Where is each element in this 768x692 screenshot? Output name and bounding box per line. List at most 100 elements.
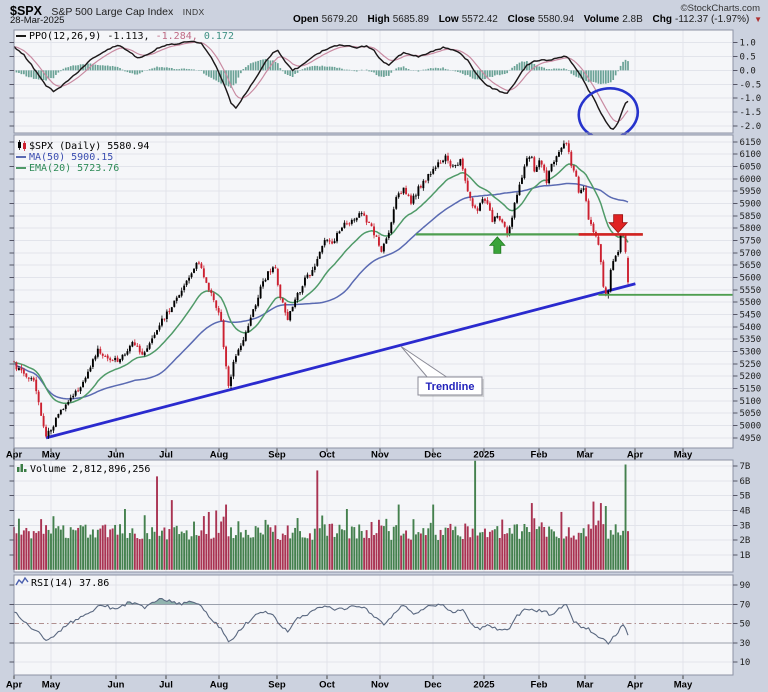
svg-text:Mar: Mar [577,680,594,691]
svg-text:6050: 6050 [740,163,762,173]
chg-value: -112.37 (-1.97%) [675,14,750,25]
svg-text:5450: 5450 [740,311,762,321]
up-arrow-annotation[interactable] [488,236,506,254]
svg-text:Oct: Oct [319,680,336,691]
ticker-symbol: $SPX [10,4,42,18]
title-row: $SPX S&P 500 Large Cap Index INDX [10,2,205,20]
high-value: 5685.89 [392,14,429,25]
svg-text:Mar: Mar [577,450,594,461]
ppo-legend: PPO(12,26,9) -1.113, -1.284, 0.172 [16,31,234,42]
volume-bars-icon [17,464,27,472]
svg-text:Apr: Apr [6,450,23,461]
svg-text:Sep: Sep [268,450,286,461]
svg-text:5900: 5900 [740,200,762,210]
svg-text:6000: 6000 [740,175,762,185]
svg-text:5800: 5800 [740,224,762,234]
svg-text:Sep: Sep [268,680,286,691]
svg-text:Apr: Apr [627,450,644,461]
open-label: Open [293,14,319,25]
trendline-annotation[interactable] [45,282,636,440]
svg-text:PPO(12,26,9): PPO(12,26,9) [29,31,101,42]
svg-text:4B: 4B [740,506,751,516]
svg-text:Nov: Nov [371,680,390,691]
svg-text:-1.5: -1.5 [740,108,762,118]
svg-text:Jul: Jul [159,450,173,461]
chg-down-triangle-icon[interactable]: ▼ [754,15,762,24]
svg-text:Oct: Oct [319,450,336,461]
low-label: Low [438,14,459,25]
candlestick-icon [18,140,26,151]
svg-text:Volume 2,812,896,256: Volume 2,812,896,256 [30,464,150,475]
svg-text:6150: 6150 [740,138,762,148]
svg-text:5400: 5400 [740,323,762,333]
svg-text:Apr: Apr [627,680,644,691]
svg-text:Feb: Feb [531,450,548,461]
svg-text:30: 30 [740,639,751,649]
svg-text:5300: 5300 [740,348,762,358]
svg-text:May: May [674,680,693,691]
svg-text:$SPX (Daily) 5580.94: $SPX (Daily) 5580.94 [29,141,149,152]
trendline-label: Trendline [426,381,475,393]
svg-text:5250: 5250 [740,360,762,370]
down-arrow-annotation[interactable] [608,214,629,234]
svg-text:2025: 2025 [473,450,495,461]
svg-text:May: May [42,450,61,461]
svg-text:Dec: Dec [424,450,441,461]
ema20-line [13,163,629,405]
svg-text:5750: 5750 [740,237,762,247]
rsi-line [13,597,629,645]
svg-text:5650: 5650 [740,261,762,271]
chart-header: $SPX S&P 500 Large Cap Index INDX ©Stock… [0,0,768,28]
svg-text:5950: 5950 [740,187,762,197]
svg-text:Jun: Jun [108,680,125,691]
xaxis-labels-bottom: Apr May Jun Jul Aug Sep Oct Nov Dec 2025 Feb Mar Apr… [6,675,693,691]
rsi-zigzag-icon [15,576,29,586]
close-value: 5580.94 [537,14,575,25]
svg-text:5100: 5100 [740,397,762,407]
svg-text:Jul: Jul [159,680,173,691]
svg-text:1B: 1B [740,551,751,561]
svg-text:May: May [42,680,61,691]
svg-text:May: May [674,450,693,461]
trendline-callout[interactable]: Trendline [400,346,484,397]
svg-text:5350: 5350 [740,335,762,345]
rsi-legend: RSI(14) 37.86 [15,576,109,589]
high-label: High [367,14,390,25]
svg-text:70: 70 [740,600,751,610]
rsi-panel: 90 70 50 30 10 RSI(14) 37.86 [9,574,751,676]
svg-text:90: 90 [740,581,751,591]
svg-text:6100: 6100 [740,150,762,160]
svg-text:RSI(14) 37.86: RSI(14) 37.86 [31,578,109,589]
stockcharts-credit: ©StockCharts.com [680,3,760,14]
svg-text:7B: 7B [740,462,751,472]
ohlc-quote-line: Open 5679.20 High 5685.89 Low 5572.42 Close… [286,14,762,25]
svg-text:5850: 5850 [740,212,762,222]
svg-text:Nov: Nov [371,450,390,461]
open-value: 5679.20 [321,14,358,25]
svg-text:5550: 5550 [740,286,762,296]
svg-text:-2.0: -2.0 [740,122,762,132]
candlesticks [13,140,629,439]
svg-text:Apr: Apr [6,680,23,691]
svg-text:10: 10 [740,658,751,668]
svg-text:2025: 2025 [473,680,495,691]
svg-text:5150: 5150 [740,385,762,395]
svg-text:Feb: Feb [531,680,548,691]
rsi-overbought-fill [126,598,439,605]
chart-canvas: 1.0 0.5 0.0 -0.5 -1.0 -1.5 -2.0 PPO(12,26,9) -1… [0,28,768,692]
exchange-tag: INDX [182,7,205,17]
low-value: 5572.42 [461,14,498,25]
svg-text:4950: 4950 [740,434,762,444]
svg-text:Jun: Jun [108,450,125,461]
volume-legend: Volume 2,812,896,256 [17,464,150,475]
svg-text:0.5: 0.5 [740,52,756,62]
close-label: Close [507,14,535,25]
svg-text:-1.284,: -1.284, [156,31,198,42]
svg-text:5700: 5700 [740,249,762,259]
index-name: S&P 500 Large Cap Index [51,6,174,18]
svg-text:-0.5: -0.5 [740,80,762,90]
svg-text:0.172: 0.172 [204,31,234,42]
volume-label: Volume [583,14,620,25]
svg-text:EMA(20) 5723.76: EMA(20) 5723.76 [29,163,119,174]
